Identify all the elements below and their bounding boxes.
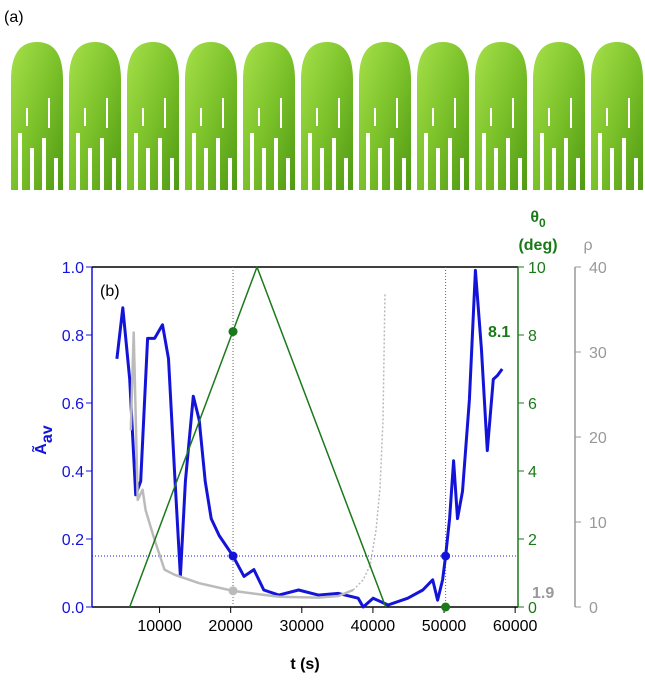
y-axis-label-sub: av: [39, 425, 56, 443]
y-tick-label: 0.6: [62, 396, 84, 413]
marker: [228, 327, 238, 337]
y-tick-label: 0.0: [62, 600, 84, 617]
x-tick-label: 30000: [280, 618, 325, 635]
y2-tick-label: 6: [528, 396, 537, 413]
x-tick-label: 60000: [493, 618, 538, 635]
y3-tick-label: 40: [589, 260, 607, 277]
y2-axis-label: θ0: [530, 209, 546, 230]
plot: 10000 20000 30000 40000 50000 600000.00.20.40…: [30, 209, 607, 673]
marker: [228, 586, 238, 596]
y3-tick-label: 10: [589, 515, 607, 532]
y2-tick-label: 8: [528, 328, 537, 345]
marker: [441, 602, 451, 612]
marker: [228, 551, 238, 561]
marker: [441, 551, 451, 561]
x-tick-label: 40000: [351, 618, 396, 635]
x-axis-label: t (s): [290, 656, 319, 673]
simulation-image: [8, 38, 645, 190]
y-tick-label: 0.2: [62, 532, 84, 549]
series-line: [352, 292, 386, 591]
x-tick-label: 20000: [208, 618, 253, 635]
y3-tick-label: 30: [589, 345, 607, 362]
y2-tick-label: 4: [528, 464, 537, 481]
y3-tick-label: 0: [589, 600, 598, 617]
panel-label: (b): [100, 283, 120, 300]
y-axis-label-main: Ã: [30, 443, 50, 455]
series-line: [128, 266, 387, 608]
annotation: 1.9: [532, 585, 554, 602]
y-tick-label: 1.0: [62, 260, 84, 277]
y-axis-label: Ãav: [30, 425, 56, 454]
y2-axis-label-sub: 0: [539, 216, 546, 230]
x-tick-label: 50000: [422, 618, 467, 635]
y3-tick-label: 20: [589, 430, 607, 447]
y3-axis-label: ρ: [583, 237, 592, 254]
y2-tick-label: 10: [528, 260, 546, 277]
y2-axis-label-main: θ: [530, 209, 539, 226]
annotation: 8.1: [488, 324, 510, 341]
y2-axis-unit: (deg): [518, 237, 557, 254]
panel-label: (a): [4, 9, 24, 26]
y2-tick-label: 2: [528, 532, 537, 549]
y-tick-label: 0.8: [62, 328, 84, 345]
y2-tick-label: 0: [528, 600, 537, 617]
x-tick-label: 10000: [137, 618, 182, 635]
series-line: [115, 268, 504, 609]
series-line: [129, 331, 354, 599]
y-tick-label: 0.4: [62, 464, 84, 481]
